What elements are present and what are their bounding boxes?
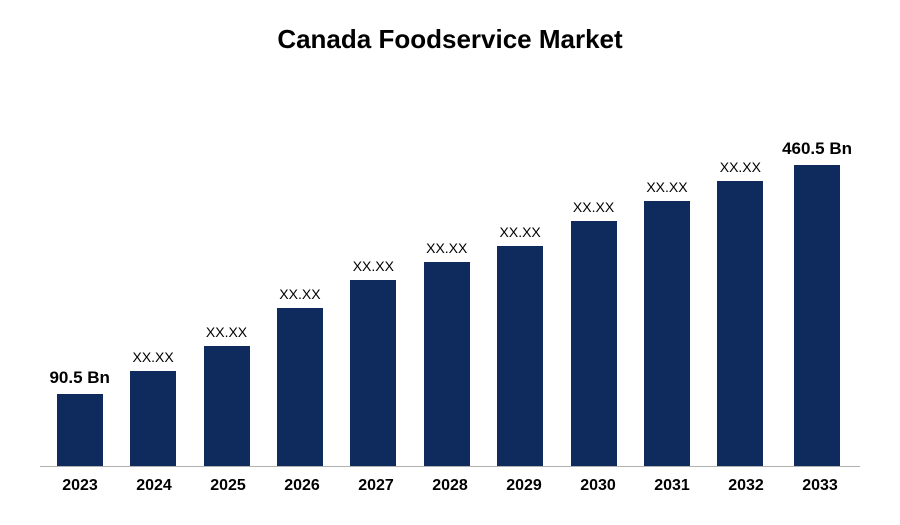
x-axis-tick: 2023 [48, 477, 112, 495]
x-axis-tick: 2028 [418, 477, 482, 495]
bar-value-label: 90.5 Bn [49, 368, 109, 388]
bar-wrapper: XX.XX [709, 75, 772, 466]
bar-value-label: XX.XX [426, 240, 467, 256]
bar-wrapper: XX.XX [121, 75, 184, 466]
bar-value-label: XX.XX [206, 324, 247, 340]
x-axis-tick: 2030 [566, 477, 630, 495]
bar-wrapper: XX.XX [195, 75, 258, 466]
bar [57, 394, 103, 466]
bar-wrapper: XX.XX [415, 75, 478, 466]
x-axis-tick: 2025 [196, 477, 260, 495]
bar-wrapper: 90.5 Bn [48, 75, 111, 466]
x-axis-tick: 2031 [640, 477, 704, 495]
bar-wrapper: XX.XX [342, 75, 405, 466]
x-axis-tick: 2029 [492, 477, 556, 495]
bar-wrapper: XX.XX [562, 75, 625, 466]
x-axis-tick: 2026 [270, 477, 334, 495]
x-axis-tick: 2033 [788, 477, 852, 495]
bar [350, 280, 396, 466]
bar-value-label: XX.XX [500, 224, 541, 240]
bar-value-label: 460.5 Bn [782, 139, 852, 159]
x-axis-tick: 2027 [344, 477, 408, 495]
bar-value-label: XX.XX [573, 199, 614, 215]
bar-value-label: XX.XX [132, 349, 173, 365]
bar-value-label: XX.XX [353, 258, 394, 274]
bar [424, 262, 470, 466]
bar-value-label: XX.XX [646, 179, 687, 195]
plot-area: 90.5 Bn XX.XX XX.XX XX.XX XX.XX XX.XX XX.XX XX.… [40, 75, 860, 467]
bar [277, 308, 323, 466]
bar-wrapper: XX.XX [635, 75, 698, 466]
chart-container: Canada Foodservice Market 90.5 Bn XX.XX XX… [0, 0, 900, 525]
bar-wrapper: XX.XX [268, 75, 331, 466]
bar-value-label: XX.XX [720, 159, 761, 175]
bar [130, 371, 176, 466]
x-axis: 2023 2024 2025 2026 2027 2028 2029 2030 2031 2032… [40, 467, 860, 495]
bar [497, 246, 543, 466]
bar [571, 221, 617, 466]
bar [644, 201, 690, 466]
x-axis-tick: 2032 [714, 477, 778, 495]
x-axis-tick: 2024 [122, 477, 186, 495]
bar [794, 165, 840, 466]
chart-title: Canada Foodservice Market [40, 24, 860, 55]
bar-wrapper: 460.5 Bn [782, 75, 852, 466]
bar [717, 181, 763, 466]
bar-value-label: XX.XX [279, 286, 320, 302]
bar-wrapper: XX.XX [488, 75, 551, 466]
bar [204, 346, 250, 466]
